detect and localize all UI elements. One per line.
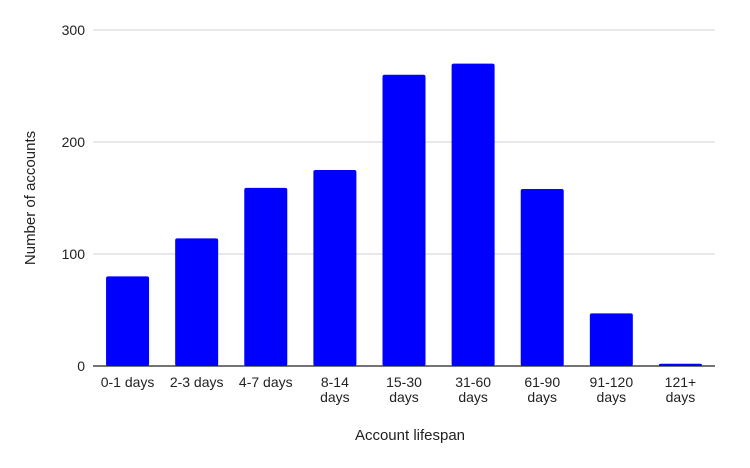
y-tick-label: 0 [77,358,85,374]
bar [106,276,150,366]
x-tick-label: 0-1 days [101,374,155,390]
y-axis-title: Number of accounts [22,131,39,265]
bar [244,187,288,366]
y-tick-label: 100 [62,246,86,262]
x-axis-ticks: 0-1 days 2-3 days 4-7 days 8-14 days 15-30 day… [101,374,697,405]
x-tick-label: 61-90 days [524,374,560,405]
y-axis-ticks: 0 100 200 300 [62,22,86,374]
x-tick-label: 91-120 days [590,374,634,405]
x-tick-label: 4-7 days [239,374,293,390]
bar [175,238,219,366]
y-tick-label: 200 [62,134,86,150]
bars [106,63,702,367]
bar [382,74,426,367]
bar [451,63,495,366]
bar [658,363,702,366]
bar [520,189,564,366]
bar [313,170,357,366]
x-tick-label: 8-14 days [320,374,350,405]
x-tick-label: 121+ days [665,374,697,405]
x-axis-title: Account lifespan [355,427,465,444]
y-tick-label: 300 [62,22,86,38]
x-tick-label: 31-60 days [455,374,491,405]
x-tick-label: 15-30 days [386,374,422,405]
bar [589,313,633,366]
x-tick-label: 2-3 days [170,374,224,390]
